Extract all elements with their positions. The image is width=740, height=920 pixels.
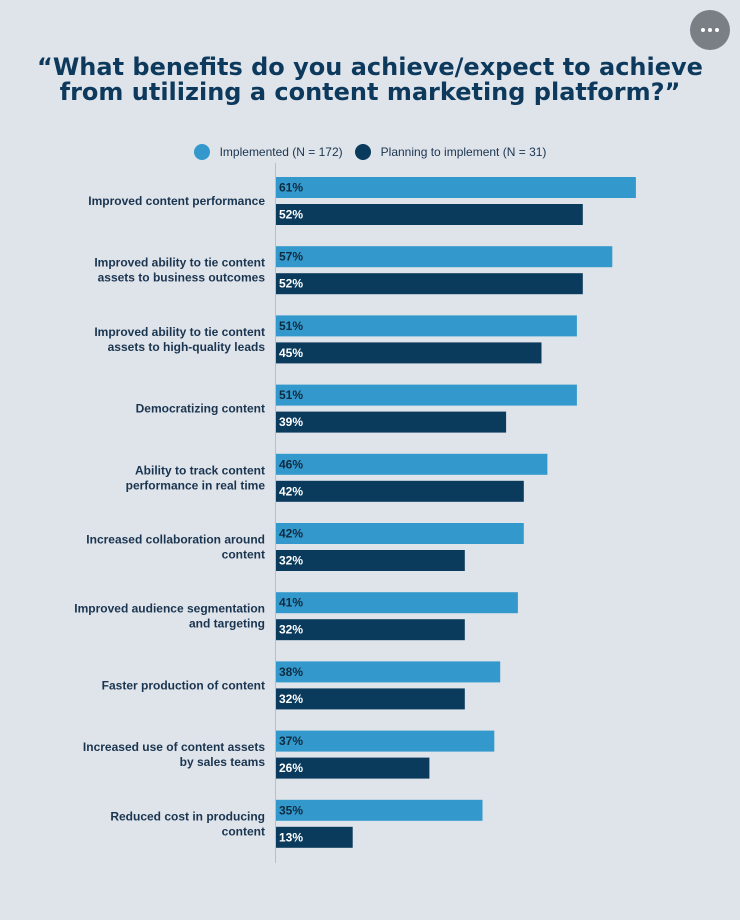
- data-label-implemented: 51%: [279, 319, 303, 333]
- bar-implemented: [276, 661, 501, 683]
- category-label: Improved audience segmentation and target…: [74, 602, 265, 631]
- more-horizontal-icon: [690, 10, 730, 50]
- data-label-planning: 42%: [279, 484, 303, 498]
- bar-implemented: [276, 384, 577, 406]
- category-label: Increased use of content assets by sales …: [83, 740, 265, 769]
- legend-swatch-planning: [354, 144, 371, 160]
- bar-implemented: [276, 592, 518, 614]
- data-label-planning: 39%: [279, 415, 303, 429]
- bar-planning: [276, 688, 465, 710]
- legend-item-implemented: Implemented (N = 172): [193, 144, 343, 160]
- category-label: Improved content performance: [88, 194, 265, 208]
- bar-planning: [276, 619, 465, 641]
- data-label-planning: 13%: [279, 830, 303, 844]
- data-label-planning: 26%: [279, 761, 303, 775]
- bar-planning: [276, 550, 465, 571]
- category-label: Increased collaboration around content: [86, 533, 265, 562]
- data-label-implemented: 42%: [279, 527, 303, 541]
- data-label-planning: 32%: [279, 623, 303, 637]
- legend-label-implemented: Implemented (N = 172): [219, 145, 343, 159]
- bar-implemented: [276, 177, 636, 198]
- category-label: Democratizing content: [136, 402, 265, 416]
- data-label-implemented: 61%: [279, 181, 303, 195]
- bar-implemented: [276, 246, 613, 268]
- bar-implemented: [276, 730, 495, 752]
- bar-planning: [276, 480, 524, 502]
- bar-implemented: [276, 799, 483, 821]
- data-label-planning: 52%: [279, 208, 303, 222]
- more-options-button[interactable]: [690, 10, 730, 50]
- data-label-planning: 32%: [279, 692, 303, 706]
- data-label-planning: 32%: [279, 554, 303, 568]
- category-label: Faster production of content: [102, 678, 265, 692]
- data-label-planning: 45%: [279, 346, 303, 360]
- bar-implemented: [276, 453, 548, 475]
- category-label: Improved ability to tie content assets to…: [94, 325, 265, 354]
- category-label: Ability to track content performance in r…: [126, 463, 266, 492]
- legend: Implemented (N = 172) Planning to implem…: [0, 142, 740, 162]
- chart-title: “What benefits do you achieve/expect to …: [37, 53, 703, 106]
- bar-implemented: [276, 315, 577, 337]
- category-label: Reduced cost in producing content: [110, 809, 265, 838]
- data-label-implemented: 51%: [279, 388, 303, 402]
- data-label-implemented: 37%: [279, 734, 303, 748]
- data-label-planning: 52%: [279, 277, 303, 291]
- legend-label-planning: Planning to implement (N = 31): [380, 145, 547, 159]
- bar-planning: [276, 342, 542, 364]
- bar-planning: [276, 826, 353, 848]
- data-label-implemented: 41%: [279, 596, 303, 610]
- data-label-implemented: 35%: [279, 803, 303, 817]
- bar-planning: [276, 204, 583, 225]
- legend-item-planning: Planning to implement (N = 31): [354, 144, 547, 160]
- data-label-implemented: 57%: [279, 250, 303, 264]
- bar-planning: [276, 757, 430, 779]
- data-label-implemented: 46%: [279, 457, 303, 471]
- category-label: Improved ability to tie content assets to…: [94, 256, 265, 285]
- legend-swatch-implemented: [193, 144, 210, 160]
- bar-planning: [276, 411, 507, 433]
- bar-implemented: [276, 523, 524, 544]
- bar-planning: [276, 273, 583, 295]
- data-label-implemented: 38%: [279, 665, 303, 679]
